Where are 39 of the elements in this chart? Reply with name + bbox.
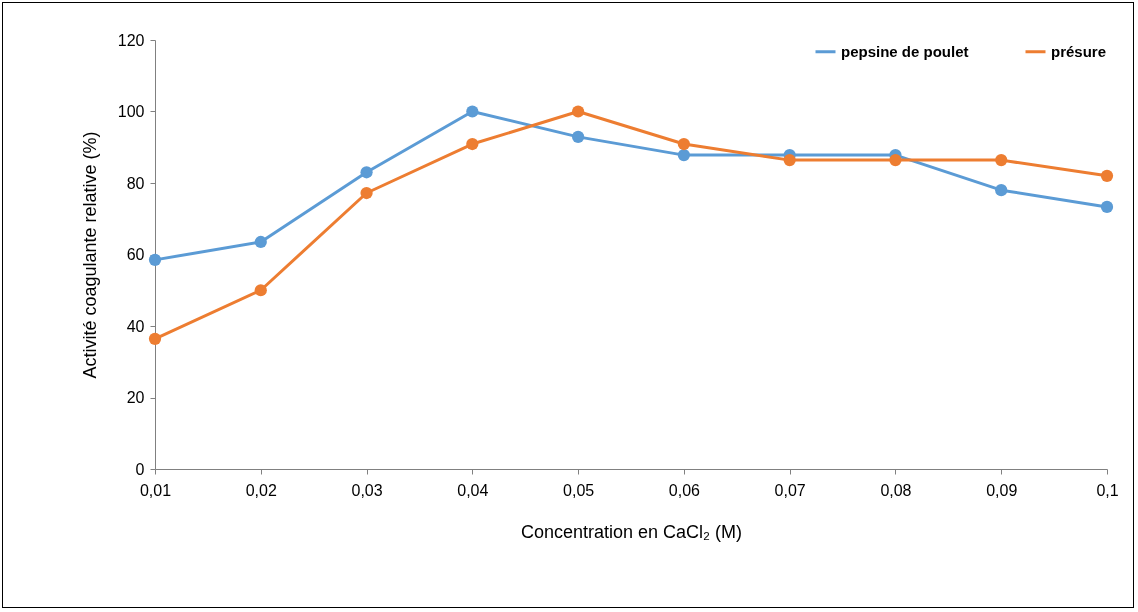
point (571, 130, 585, 143)
point (466, 105, 479, 118)
y-tick-label: 100 (117, 103, 145, 120)
point (783, 154, 796, 167)
x-tick-label: 0,07 (774, 481, 806, 499)
point (466, 137, 479, 151)
x-tick-label: 0,03 (351, 481, 383, 499)
x-tick-label: 0,01 (139, 481, 172, 499)
y-tick-label: 0 (135, 460, 145, 478)
point (1100, 200, 1114, 214)
x-axis-title: Concentration en CaCl₂ (M) (520, 521, 743, 542)
point (995, 184, 1008, 197)
point (360, 186, 373, 200)
y-tick-label: 60 (126, 246, 145, 263)
x-tick-label: 0,09 (986, 481, 1018, 499)
point (889, 154, 902, 167)
point (571, 105, 585, 118)
x-tick-label: 0,05 (563, 481, 595, 499)
point (677, 137, 691, 151)
y-tick-label: 40 (126, 317, 145, 335)
point (360, 166, 373, 179)
legend-label: présure (1051, 42, 1107, 60)
x-tick-label: 0,02 (245, 481, 277, 499)
point (254, 235, 267, 249)
legend-label: pepsine de poulet (841, 42, 969, 60)
point (1100, 169, 1114, 182)
point (254, 284, 267, 297)
point (148, 253, 162, 266)
y-tick-label: 120 (117, 31, 145, 49)
x-tick-label: 0,08 (880, 481, 912, 499)
point (677, 149, 691, 162)
x-tick-label: 0,04 (457, 481, 489, 499)
y-tick-label: 20 (126, 389, 145, 406)
point (148, 332, 162, 345)
y-axis-title: Activité coagulante relative (%) (79, 131, 100, 379)
x-tick-label: 0,06 (668, 481, 701, 499)
y-tick-label: 80 (126, 174, 145, 192)
point (995, 154, 1008, 167)
x-tick-label: 0,1 (1096, 481, 1119, 499)
